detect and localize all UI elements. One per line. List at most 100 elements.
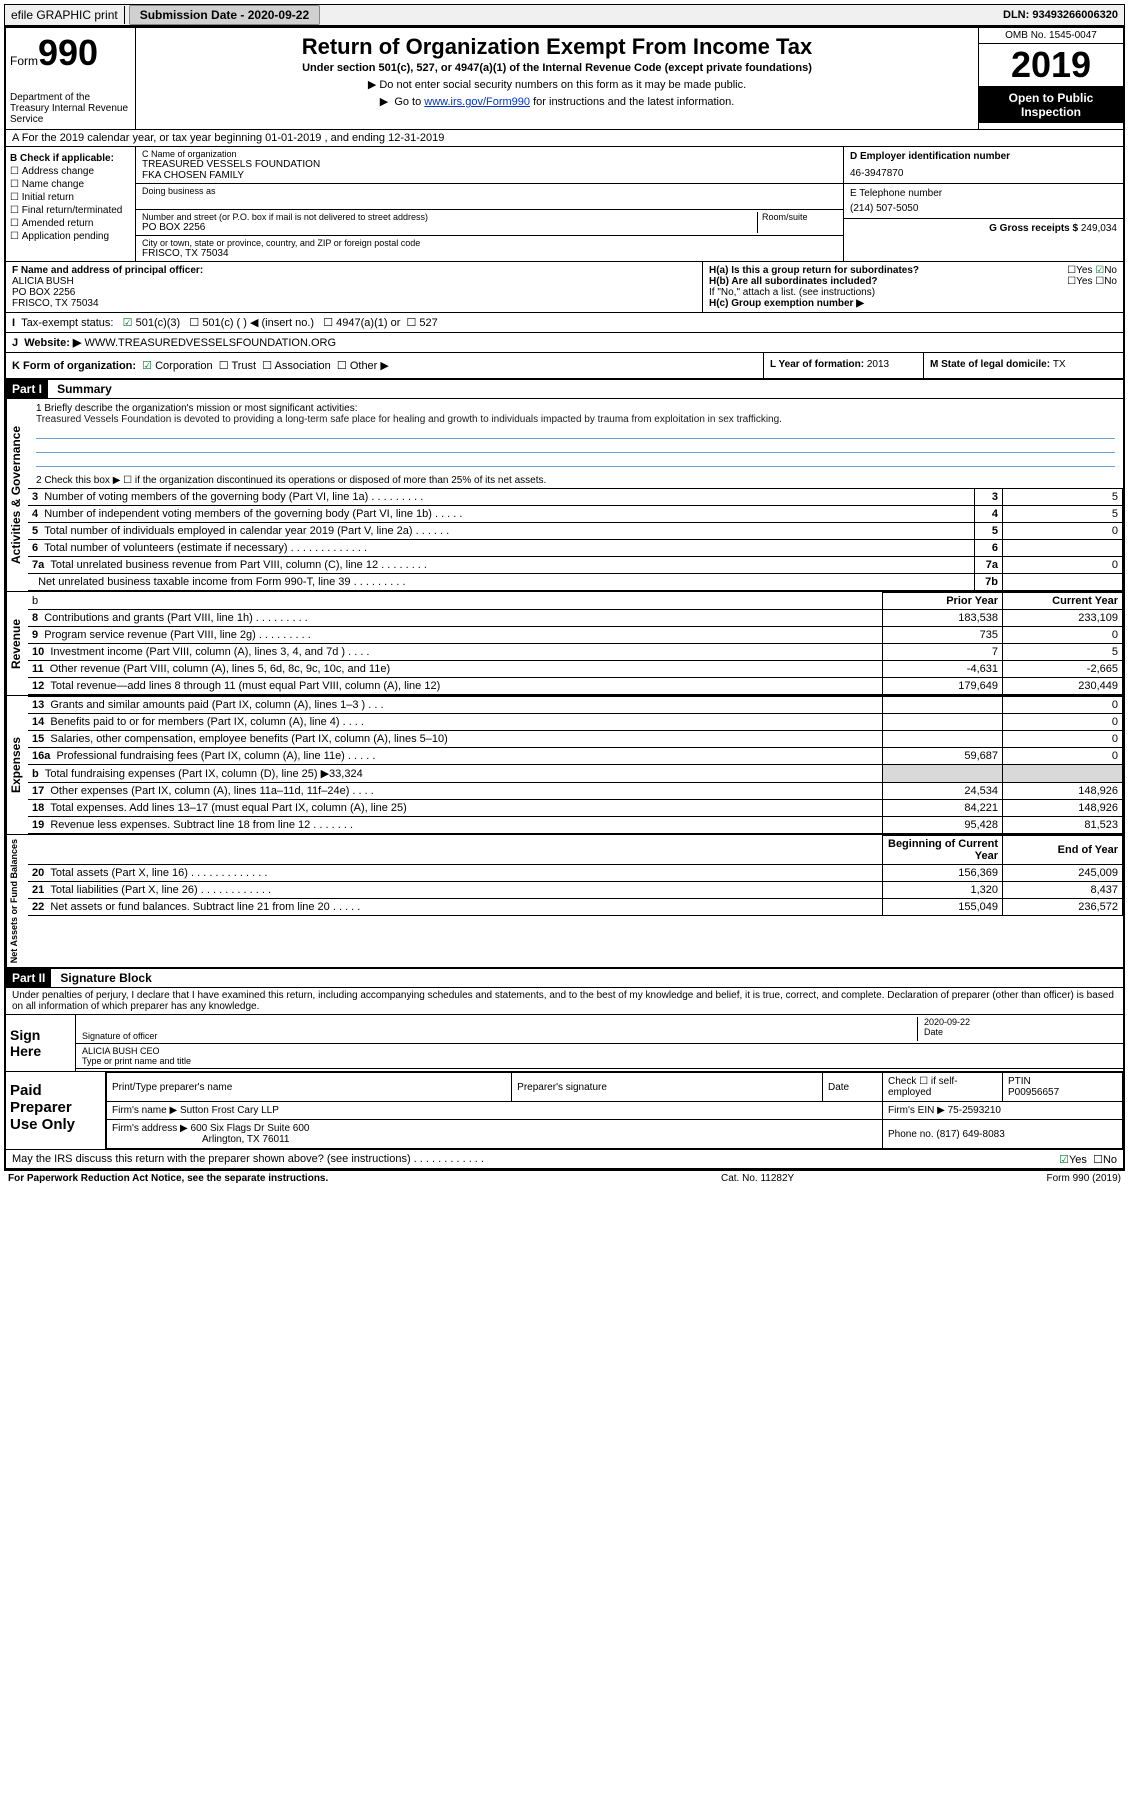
netassets-block: Net Assets or Fund Balances Beginning of… — [6, 834, 1123, 969]
chk-initial[interactable]: Initial return — [10, 192, 131, 203]
section-d-e-g: D Employer identification number 46-3947… — [843, 147, 1123, 261]
form-ref: Form 990 (2019) — [921, 1173, 1121, 1184]
state-domicile: TX — [1053, 359, 1066, 370]
paperwork-notice: For Paperwork Reduction Act Notice, see … — [8, 1173, 721, 1184]
addr-label: Number and street (or P.O. box if mail i… — [142, 212, 757, 222]
form-subtitle: Under section 501(c), 527, or 4947(a)(1)… — [140, 62, 974, 74]
sig-name-value: ALICIA BUSH CEO — [82, 1046, 1117, 1056]
note-ssn: Do not enter social security numbers on … — [140, 78, 974, 91]
sig-type-label: Type or print name and title — [82, 1056, 191, 1066]
paid-preparer-block: Paid Preparer Use Only Print/Type prepar… — [6, 1071, 1123, 1149]
telephone: (214) 507-5050 — [850, 203, 1117, 214]
city-state-zip: FRISCO, TX 75034 — [142, 248, 837, 259]
c-label: C Name of organization — [142, 149, 837, 159]
discuss-row: May the IRS discuss this return with the… — [6, 1149, 1123, 1168]
officer-addr2: FRISCO, TX 75034 — [12, 298, 696, 309]
dba-label: Doing business as — [142, 186, 837, 196]
website-url: WWW.TREASUREDVESSELSFOUNDATION.ORG — [84, 337, 336, 349]
side-netassets: Net Assets or Fund Balances — [6, 835, 28, 967]
line-2: 2 Check this box ▶ ☐ if the organization… — [28, 471, 1123, 488]
year-formation: 2013 — [867, 359, 889, 370]
sig-date-value: 2020-09-22 — [924, 1017, 1117, 1027]
header-middle: Return of Organization Exempt From Incom… — [136, 28, 978, 129]
sign-here-block: Sign Here Signature of officer 2020-09-2… — [6, 1014, 1123, 1071]
chk-amended[interactable]: Amended return — [10, 218, 131, 229]
city-label: City or town, state or province, country… — [142, 238, 837, 248]
sig-date-label: Date — [924, 1027, 943, 1037]
department: Department of the Treasury Internal Reve… — [10, 92, 131, 125]
revenue-table: b Prior Year Current Year 8 Contribution… — [28, 592, 1123, 695]
firm-ein: 75-2593210 — [948, 1105, 1001, 1116]
governance-table: 3 Number of voting members of the govern… — [28, 488, 1123, 591]
governance-block: Activities & Governance 1 Briefly descri… — [6, 399, 1123, 591]
section-f: F Name and address of principal officer:… — [6, 262, 703, 312]
omb-number: OMB No. 1545-0047 — [979, 28, 1123, 44]
street-address: PO BOX 2256 — [142, 222, 757, 233]
current-year-hdr: Current Year — [1003, 593, 1123, 610]
submission-date-button[interactable]: Submission Date - 2020-09-22 — [129, 5, 320, 25]
tax-exempt-row: I Tax-exempt status: 501(c)(3) ☐ 501(c) … — [6, 313, 1123, 333]
prep-date-label: Date — [823, 1073, 883, 1102]
header: Form990 Department of the Treasury Inter… — [6, 28, 1123, 130]
declaration-text: Under penalties of perjury, I declare th… — [6, 988, 1123, 1014]
mission-label: 1 Briefly describe the organization's mi… — [36, 403, 1115, 414]
form-body: Form990 Department of the Treasury Inter… — [4, 26, 1125, 1170]
irs-link[interactable]: www.irs.gov/Form990 — [424, 96, 530, 108]
cat-no: Cat. No. 11282Y — [721, 1173, 921, 1184]
section-c: C Name of organization TREASURED VESSELS… — [136, 147, 843, 261]
efile-label: efile GRAPHIC print — [5, 6, 125, 24]
mission-text: Treasured Vessels Foundation is devoted … — [36, 414, 1115, 425]
expenses-block: Expenses 13 Grants and similar amounts p… — [6, 695, 1123, 834]
section-b: B Check if applicable: Address change Na… — [6, 147, 1123, 262]
mission-block: 1 Briefly describe the organization's mi… — [28, 399, 1123, 471]
expenses-table: 13 Grants and similar amounts paid (Part… — [28, 696, 1123, 834]
top-bar: efile GRAPHIC print Submission Date - 20… — [4, 4, 1125, 26]
g-label: G Gross receipts $ — [989, 223, 1081, 234]
preparer-table: Print/Type preparer's name Preparer's si… — [106, 1072, 1123, 1149]
form-word: Form — [10, 54, 38, 68]
part-2-header: Part II Signature Block — [6, 969, 1123, 988]
f-label: F Name and address of principal officer: — [12, 265, 696, 276]
prep-sig-label: Preparer's signature — [512, 1073, 823, 1102]
form-number: 990 — [38, 32, 98, 73]
firm-phone: (817) 649-8083 — [936, 1129, 1004, 1140]
section-h: H(a) Is this a group return for subordin… — [703, 262, 1123, 312]
sig-officer-label: Signature of officer — [82, 1031, 157, 1041]
header-right: OMB No. 1545-0047 2019 Open to Public In… — [978, 28, 1123, 129]
chk-address[interactable]: Address change — [10, 166, 131, 177]
ein: 46-3947870 — [850, 168, 1117, 179]
firm-name: Sutton Frost Cary LLP — [180, 1105, 279, 1116]
side-expenses: Expenses — [6, 696, 28, 834]
b-label: B Check if applicable: — [10, 153, 131, 164]
firm-addr2: Arlington, TX 76011 — [202, 1134, 289, 1145]
room-label: Room/suite — [762, 212, 837, 222]
chk-final[interactable]: Final return/terminated — [10, 205, 131, 216]
d-label: D Employer identification number — [850, 151, 1117, 162]
row-a-period: A For the 2019 calendar year, or tax yea… — [6, 130, 1123, 147]
netassets-table: Beginning of Current Year End of Year 20… — [28, 835, 1123, 916]
prep-name-label: Print/Type preparer's name — [107, 1073, 512, 1102]
header-left: Form990 Department of the Treasury Inter… — [6, 28, 136, 129]
hc-label: H(c) Group exemption number ▶ — [709, 298, 864, 309]
footer: For Paperwork Reduction Act Notice, see … — [4, 1170, 1125, 1186]
dln: DLN: 93493266006320 — [1003, 9, 1124, 21]
chk-pending[interactable]: Application pending — [10, 231, 131, 242]
gross-receipts: 249,034 — [1081, 223, 1117, 234]
org-name: TREASURED VESSELS FOUNDATION — [142, 159, 837, 170]
officer-addr1: PO BOX 2256 — [12, 287, 696, 298]
officer-name: ALICIA BUSH — [12, 276, 696, 287]
chk-name[interactable]: Name change — [10, 179, 131, 190]
paid-preparer-label: Paid Preparer Use Only — [6, 1072, 106, 1149]
website-row: J Website: ▶ WWW.TREASUREDVESSELSFOUNDAT… — [6, 333, 1123, 353]
org-fka: FKA CHOSEN FAMILY — [142, 170, 837, 181]
begin-year-hdr: Beginning of Current Year — [883, 836, 1003, 865]
e-label: E Telephone number — [850, 188, 1117, 199]
open-inspection: Open to Public Inspection — [979, 87, 1123, 123]
hb-note: If "No," attach a list. (see instruction… — [709, 287, 1117, 298]
ptin-value: P00956657 — [1008, 1087, 1059, 1098]
form-title: Return of Organization Exempt From Incom… — [140, 34, 974, 60]
prep-check: Check ☐ if self-employed — [883, 1073, 1003, 1102]
firm-addr1: 600 Six Flags Dr Suite 600 — [191, 1123, 310, 1134]
prior-year-hdr: Prior Year — [883, 593, 1003, 610]
tax-year: 2019 — [979, 44, 1123, 87]
